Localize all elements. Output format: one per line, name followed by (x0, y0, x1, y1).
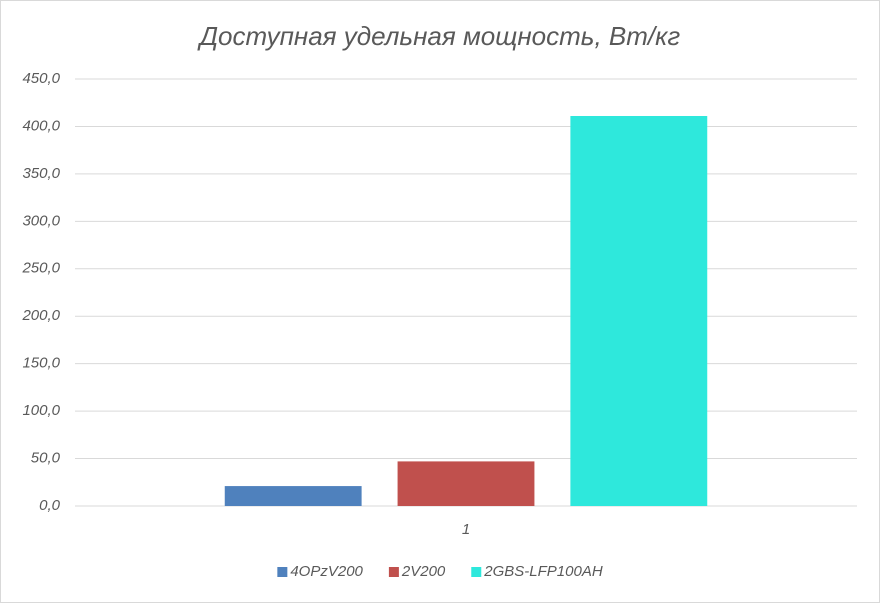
y-tick-label: 400,0 (22, 117, 60, 134)
legend-swatch (471, 567, 482, 577)
bar (397, 461, 535, 506)
chart-title: Доступная удельная мощность, Вт/кг (197, 21, 681, 51)
legend-label: 2GBS-LFP100AH (483, 563, 603, 580)
y-tick-label: 0,0 (39, 497, 61, 514)
y-tick-label: 450,0 (22, 70, 60, 87)
legend-label: 2V200 (401, 563, 446, 580)
y-tick-label: 200,0 (21, 307, 60, 324)
legend-swatch (388, 567, 399, 577)
bar (224, 486, 362, 506)
y-tick-label: 50,0 (31, 450, 61, 467)
y-tick-label: 100,0 (22, 402, 60, 419)
y-tick-label: 300,0 (22, 212, 60, 229)
y-tick-label: 350,0 (22, 165, 60, 182)
legend-label: 4OPzV200 (290, 563, 363, 580)
legend-swatch (277, 567, 288, 577)
bar (570, 116, 708, 507)
y-tick-label: 150,0 (22, 355, 60, 372)
y-tick-label: 250,0 (21, 260, 60, 277)
x-tick-label: 1 (462, 521, 470, 538)
